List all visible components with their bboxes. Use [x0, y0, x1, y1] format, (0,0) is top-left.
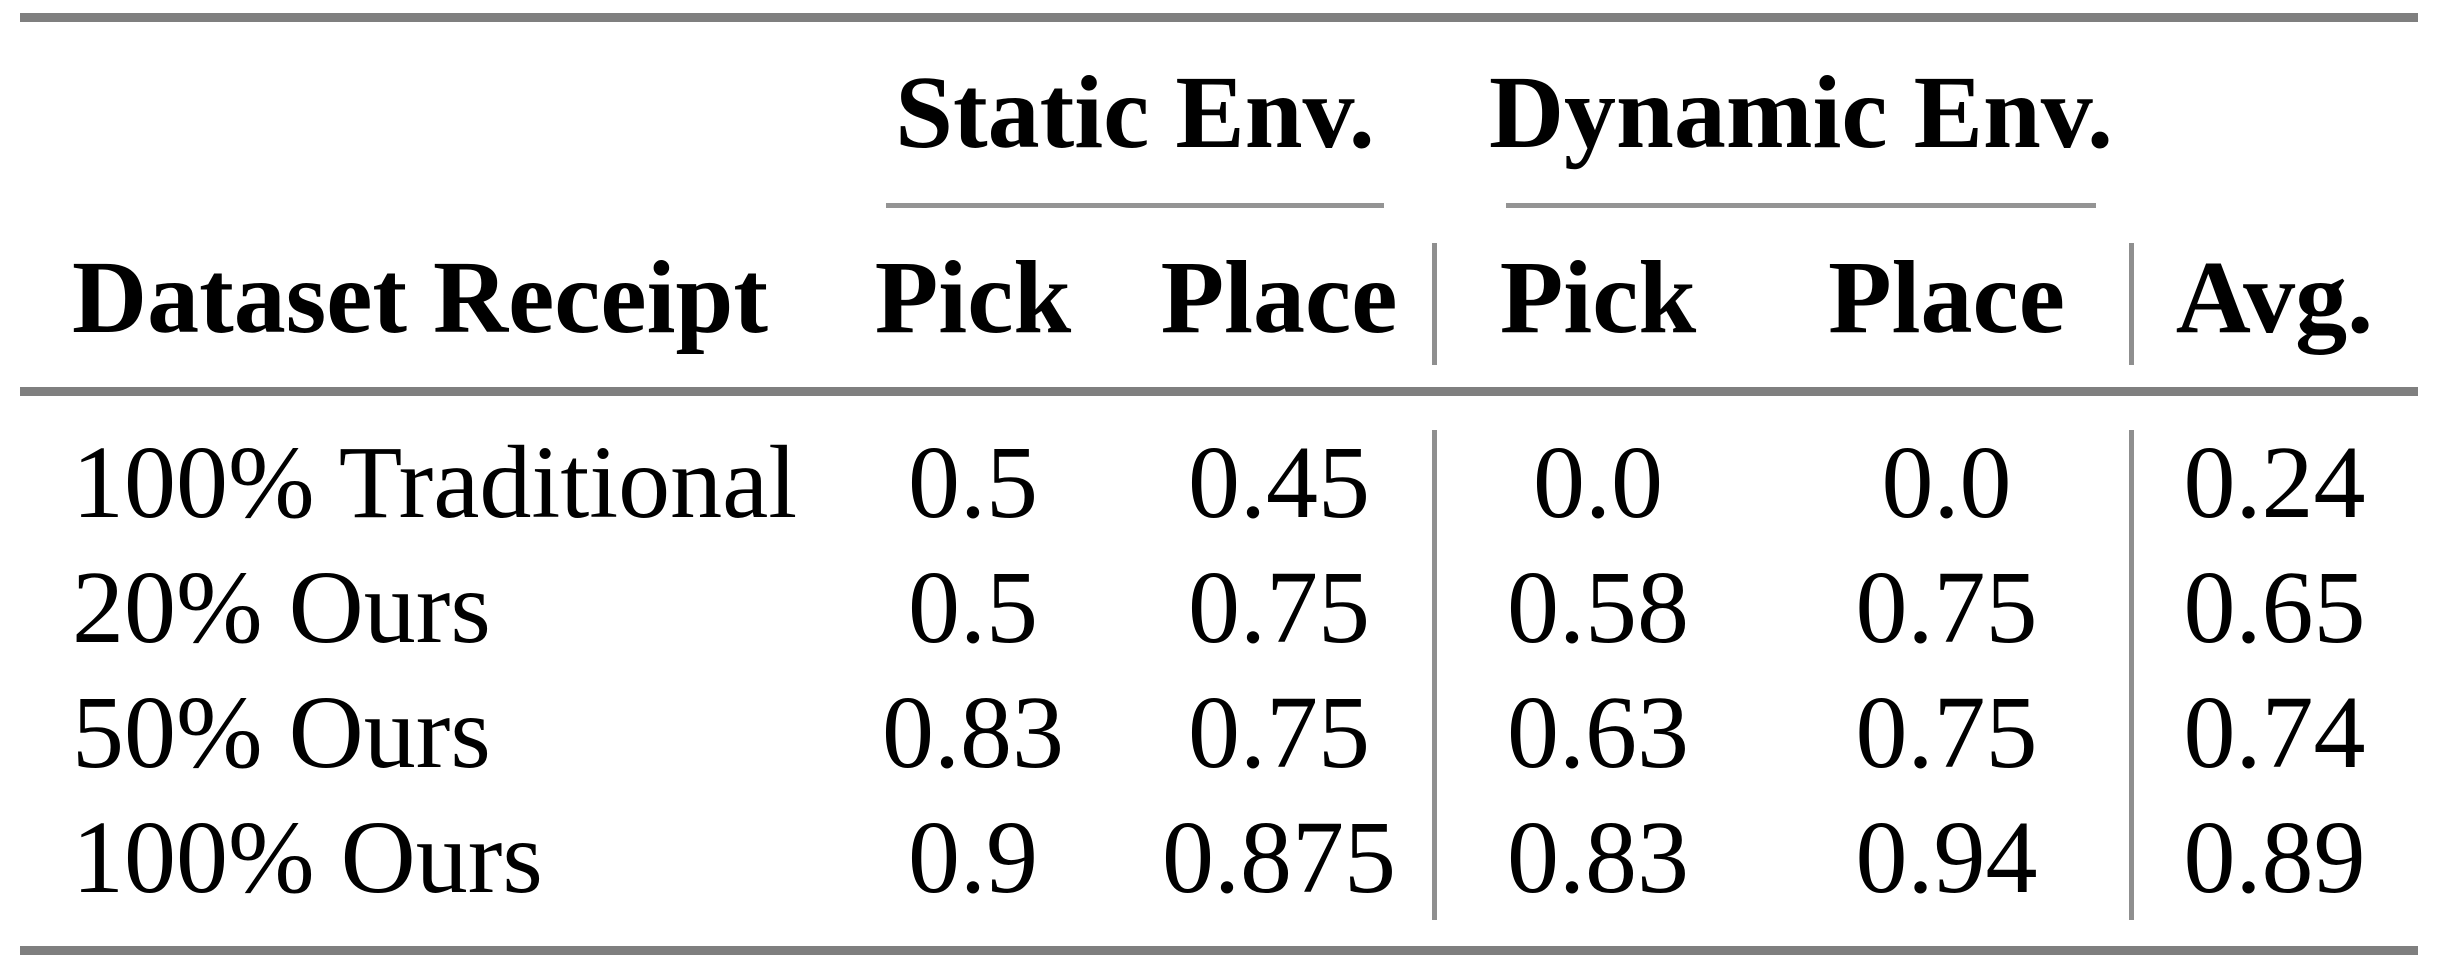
cell-static-place: 0.75 — [1188, 549, 1370, 665]
vertical-rule-avg-body — [2129, 430, 2134, 920]
cell-avg: 0.24 — [2183, 424, 2366, 540]
cell-static-place: 0.875 — [1162, 799, 1396, 915]
group-header-static-env: Static Env. — [895, 54, 1375, 170]
table-header-rule — [20, 387, 2418, 396]
cell-static-pick: 0.83 — [882, 674, 1064, 790]
cell-avg: 0.65 — [2183, 549, 2366, 665]
cell-dynamic-place: 0.75 — [1855, 674, 2038, 790]
col-header-static-pick: Pick — [874, 239, 1072, 355]
cmidrule-static — [886, 203, 1384, 208]
cell-dataset: 50% Ours — [72, 674, 491, 790]
cell-static-place: 0.75 — [1188, 674, 1370, 790]
table-top-rule — [20, 13, 2418, 22]
table-bottom-rule — [20, 946, 2418, 955]
cell-static-place: 0.45 — [1188, 424, 1370, 540]
cell-dynamic-pick: 0.58 — [1507, 549, 1689, 665]
cell-dataset: 100% Traditional — [72, 424, 798, 540]
cell-dataset: 20% Ours — [72, 549, 491, 665]
cell-dynamic-place: 0.94 — [1855, 799, 2038, 915]
cell-dynamic-place: 0.0 — [1881, 424, 2012, 540]
col-header-dataset-receipt: Dataset Receipt — [72, 239, 768, 355]
vertical-rule-static-dynamic-header — [1432, 243, 1437, 365]
cell-avg: 0.89 — [2183, 799, 2366, 915]
cell-static-pick: 0.9 — [908, 799, 1038, 915]
cmidrule-dynamic — [1506, 203, 2096, 208]
cell-dynamic-pick: 0.0 — [1533, 424, 1663, 540]
col-header-avg: Avg. — [2175, 239, 2374, 355]
cell-static-pick: 0.5 — [908, 549, 1038, 665]
cell-static-pick: 0.5 — [908, 424, 1038, 540]
cell-dynamic-place: 0.75 — [1855, 549, 2038, 665]
vertical-rule-avg-header — [2129, 243, 2134, 365]
col-header-dynamic-pick: Pick — [1499, 239, 1697, 355]
cell-avg: 0.74 — [2183, 674, 2366, 790]
col-header-static-place: Place — [1160, 239, 1398, 355]
vertical-rule-static-dynamic-body — [1432, 430, 1437, 920]
cell-dynamic-pick: 0.83 — [1507, 799, 1689, 915]
cell-dynamic-pick: 0.63 — [1507, 674, 1689, 790]
col-header-dynamic-place: Place — [1828, 239, 2065, 355]
cell-dataset: 100% Ours — [72, 799, 543, 915]
group-header-dynamic-env: Dynamic Env. — [1488, 54, 2114, 170]
